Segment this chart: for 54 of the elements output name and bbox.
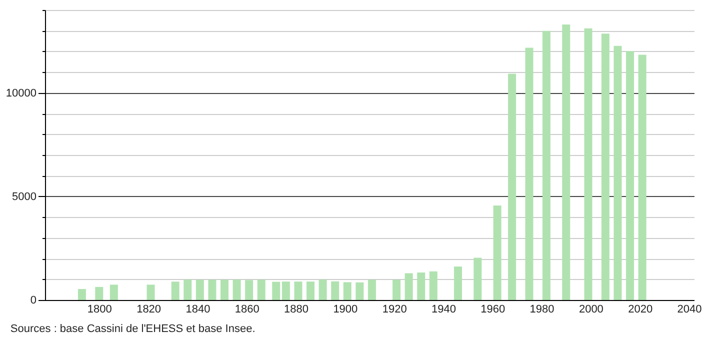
x-tick-label: 1840 (186, 304, 210, 316)
bar (601, 34, 610, 300)
bar (294, 282, 302, 300)
bar (542, 30, 550, 300)
bar (208, 280, 216, 300)
bar (417, 272, 426, 300)
bar (525, 48, 534, 300)
bar (454, 266, 462, 300)
bar (110, 284, 118, 300)
x-tick-label: 2020 (628, 304, 653, 316)
bar (146, 284, 155, 300)
bar (282, 282, 290, 300)
bar (220, 280, 228, 300)
bar (245, 280, 254, 300)
bar (331, 281, 340, 300)
bar (392, 280, 401, 300)
bar (474, 258, 482, 300)
bar (508, 74, 516, 300)
bar (95, 286, 104, 300)
bar (614, 46, 622, 300)
x-tick-label: 1820 (136, 304, 162, 316)
bar (171, 282, 180, 300)
y-tick-label: 10000 (6, 87, 36, 100)
x-tick-label: 1940 (431, 304, 456, 316)
bar (356, 282, 364, 300)
bar (562, 24, 570, 300)
bar (306, 282, 315, 300)
bar (343, 282, 352, 300)
bar (196, 280, 204, 300)
bar (493, 206, 502, 300)
bar (368, 280, 376, 300)
y-tick-label: 0 (30, 294, 36, 306)
y-tick-label: 5000 (12, 190, 36, 203)
bar (638, 54, 646, 300)
x-tick-label: 1800 (87, 304, 112, 316)
bar (584, 28, 592, 300)
source-note: Sources : base Cassini de l'EHESS et base Insee. (10, 323, 256, 335)
bar (626, 51, 634, 300)
x-tick-label: 2000 (578, 304, 604, 316)
bar (257, 280, 266, 300)
x-tick-label: 1980 (530, 304, 554, 316)
bar (318, 279, 327, 300)
x-tick-label: 1860 (234, 304, 260, 316)
bar (184, 279, 192, 300)
bar (78, 289, 86, 300)
bar (404, 273, 413, 300)
x-tick-label: 1880 (284, 304, 309, 316)
x-tick-label: 1900 (333, 304, 358, 316)
bar (272, 282, 280, 300)
x-tick-label: 1920 (382, 304, 407, 316)
x-tick-label: 1960 (480, 304, 506, 316)
x-tick-label: 2040 (677, 304, 702, 316)
bar (232, 279, 241, 300)
bar (429, 271, 438, 300)
